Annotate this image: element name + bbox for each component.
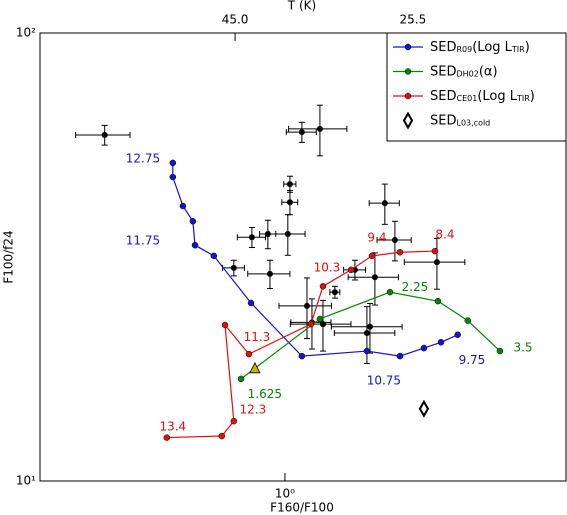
series-point [496, 347, 504, 355]
observation-point [331, 289, 338, 296]
x2-tick-label: 25.5 [400, 13, 427, 27]
point-annotation: 1.625 [248, 387, 282, 401]
x-axis-label: F160/F100 [270, 501, 334, 515]
point-annotation: 11.3 [244, 330, 271, 344]
x2-tick-label: 45.0 [222, 13, 249, 27]
legend-label-part: L03,cold [456, 118, 490, 127]
legend-label-part: CE01 [456, 94, 477, 103]
series-point [437, 339, 445, 346]
legend-box [386, 32, 567, 142]
legend-label: SEDR09(Log LTIR) [430, 40, 530, 55]
series-point [298, 352, 306, 360]
observation-point [381, 200, 388, 207]
legend-label-part: DH02 [456, 69, 478, 78]
x-tick-label: 10⁰ [275, 487, 295, 501]
legend-label-part: TIR [511, 45, 525, 54]
observation-point [303, 302, 310, 309]
series-point [431, 247, 439, 255]
observation-point [391, 237, 398, 244]
series-point [319, 283, 327, 290]
observation-point [298, 129, 305, 136]
series-point [396, 352, 404, 360]
series-point [247, 299, 255, 307]
observation-point [316, 125, 323, 132]
legend-label-part: ) [525, 40, 530, 55]
series-point [245, 350, 253, 358]
series-point [163, 434, 171, 441]
point-annotation: 2.25 [402, 280, 429, 294]
series-point [418, 399, 430, 418]
point-annotation: 13.4 [159, 419, 186, 433]
plot-frame [39, 32, 567, 482]
series-line [166, 250, 435, 439]
legend-marker [404, 92, 412, 100]
legend-label-part: SED [430, 113, 456, 128]
observation-point [366, 323, 373, 330]
series-point [221, 321, 229, 329]
observation-point [284, 230, 291, 237]
legend-marker [404, 43, 412, 51]
point-annotation: 10.75 [367, 374, 401, 388]
point-annotation: 8.4 [435, 228, 454, 242]
series-point [169, 159, 177, 167]
series-line [240, 291, 501, 380]
point-annotation: 9.4 [367, 230, 386, 244]
y-axis-label: F100/f24 [2, 230, 16, 283]
series-point [363, 347, 371, 355]
series-point [368, 252, 376, 260]
point-annotation: 12.3 [239, 403, 266, 417]
observation-point [286, 199, 293, 206]
observation-point [101, 131, 108, 138]
series-point [420, 344, 428, 352]
observation-point [266, 270, 273, 277]
series-point [386, 288, 394, 296]
observation-point [433, 259, 440, 266]
legend-label: SEDCE01(Log LTIR) [430, 89, 535, 104]
legend-label-part: ) [530, 89, 535, 104]
series-point [464, 317, 472, 324]
series-point [434, 297, 442, 305]
series-point [179, 202, 187, 210]
y-tick-label: 10¹ [16, 474, 36, 488]
extra-point [249, 361, 261, 374]
observation-point [248, 234, 255, 241]
observation-point [371, 274, 378, 281]
series-point [210, 252, 218, 260]
observation-point [363, 329, 370, 336]
series-point [169, 173, 177, 181]
legend-marker [404, 68, 412, 75]
observation-point [230, 264, 237, 271]
legend-label-part: (α) [479, 64, 498, 79]
series-point [230, 417, 238, 425]
legend-label-part: (Log L [477, 89, 517, 104]
legend-label: SEDDH02(α) [430, 64, 498, 79]
series-point [316, 315, 324, 323]
observation-point [286, 181, 293, 188]
legend-label: SEDL03,cold [430, 113, 490, 128]
legend-label-part: SED [430, 89, 456, 104]
series-point [237, 375, 245, 383]
series-point [307, 320, 315, 328]
point-annotation: 3.5 [513, 341, 532, 355]
legend-marker [402, 111, 414, 130]
series-point [189, 218, 197, 225]
series-point [454, 331, 461, 339]
x2-axis-label: T (K) [287, 0, 316, 13]
point-annotation: 9.75 [459, 353, 486, 367]
point-annotation: 10.3 [314, 260, 341, 274]
series-point [396, 249, 404, 256]
legend-label-part: SED [430, 40, 456, 55]
point-annotation: 11.75 [126, 234, 160, 248]
legend-label-part: R09 [456, 45, 472, 54]
legend-label-part: TIR [516, 94, 530, 103]
legend-label-part: SED [430, 64, 456, 79]
y-tick-label: 10² [16, 26, 36, 40]
series-point [347, 266, 355, 274]
series-point [191, 241, 199, 249]
legend-label-part: (Log L [472, 40, 512, 55]
series-point [218, 432, 226, 440]
observation-point [319, 321, 326, 328]
point-annotation: 12.75 [126, 152, 160, 166]
